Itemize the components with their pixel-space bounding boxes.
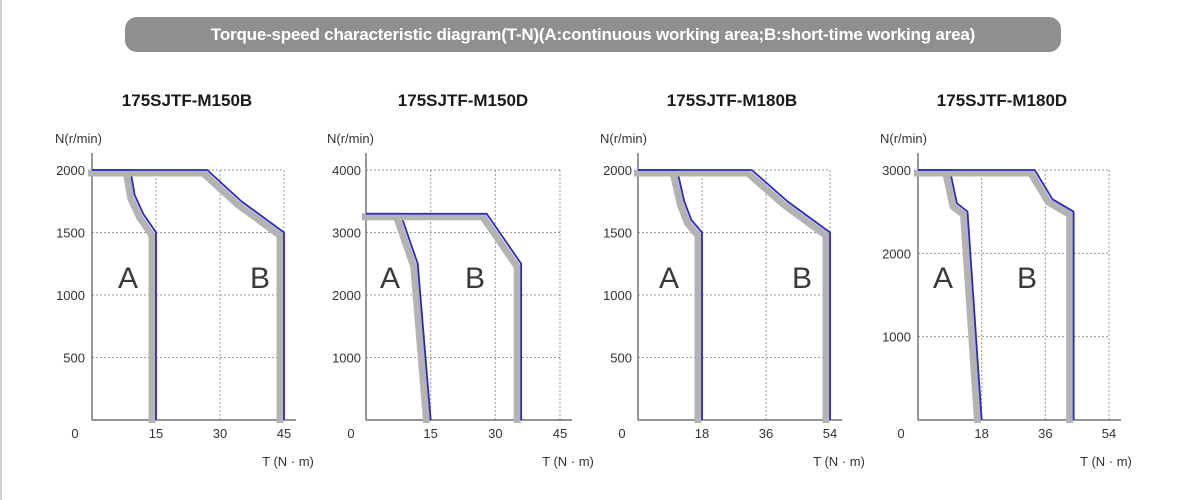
region-label-a: A	[659, 262, 679, 295]
x-tick-label: 45	[553, 426, 567, 441]
x-tick-label: 54	[1102, 426, 1116, 441]
region-label-a: A	[118, 262, 138, 295]
x-tick-label: 45	[277, 426, 291, 441]
region-label-b: B	[465, 262, 485, 295]
y-axis-label: N(r/min)	[880, 131, 927, 146]
series-shadow-short-time	[634, 169, 830, 423]
y-tick-label: 500	[63, 351, 85, 366]
x-axis-label: T (N · m)	[813, 454, 865, 469]
series-line-short-time	[638, 169, 831, 420]
x-tick-label: 36	[759, 426, 773, 441]
y-tick-label: 4000	[332, 163, 361, 178]
region-label-a: A	[380, 262, 400, 295]
y-tick-label: 1500	[603, 226, 632, 241]
region-label-b: B	[792, 262, 812, 295]
x-tick-label: 15	[149, 426, 163, 441]
x-tick-label: 0	[71, 426, 78, 441]
x-tick-label: 0	[897, 426, 904, 441]
y-axis-label: N(r/min)	[55, 131, 102, 146]
series-shadow-short-time	[362, 213, 521, 423]
left-edge-line	[0, 0, 2, 500]
x-axis-label: T (N · m)	[542, 454, 594, 469]
y-tick-label: 1000	[882, 330, 911, 345]
region-label-a: A	[933, 262, 953, 295]
banner-text: Torque-speed characteristic diagram(T-N)…	[210, 24, 976, 44]
x-tick-label: 18	[974, 426, 988, 441]
y-tick-label: 2000	[603, 163, 632, 178]
chart-title: 175SJTF-M180B	[667, 91, 797, 110]
y-tick-label: 1000	[332, 351, 361, 366]
series-shadow-short-time	[88, 169, 284, 423]
y-tick-label: 1500	[56, 226, 85, 241]
x-tick-label: 15	[423, 426, 437, 441]
y-tick-label: 1000	[56, 288, 85, 303]
y-tick-label: 2000	[56, 163, 85, 178]
x-tick-label: 30	[488, 426, 502, 441]
x-tick-label: 36	[1038, 426, 1052, 441]
x-axis-label: T (N · m)	[1080, 454, 1132, 469]
region-label-b: B	[250, 262, 270, 295]
y-axis-label: N(r/min)	[327, 131, 374, 146]
y-tick-label: 500	[610, 351, 632, 366]
series-shadow-continuous	[362, 213, 431, 424]
region-label-b: B	[1017, 262, 1037, 295]
y-tick-label: 2000	[332, 288, 361, 303]
series-line-short-time	[92, 169, 285, 420]
x-tick-label: 0	[618, 426, 625, 441]
chart-title: 175SJTF-M150D	[398, 91, 528, 110]
y-axis-label: N(r/min)	[600, 131, 647, 146]
y-tick-label: 3000	[332, 226, 361, 241]
chart-title: 175SJTF-M180D	[937, 91, 1067, 110]
series-shadow-continuous	[914, 169, 982, 424]
diagram-banner: Torque-speed characteristic diagram(T-N)…	[125, 17, 1061, 52]
chart-title: 175SJTF-M150B	[122, 91, 252, 110]
y-tick-label: 2000	[882, 246, 911, 261]
series-line-short-time	[366, 212, 523, 420]
series-shadow-short-time	[914, 169, 1074, 423]
x-tick-label: 30	[213, 426, 227, 441]
x-tick-label: 18	[695, 426, 709, 441]
x-tick-label: 54	[823, 426, 837, 441]
y-tick-label: 3000	[882, 163, 911, 178]
series-line-short-time	[918, 169, 1075, 420]
x-axis-label: T (N · m)	[262, 454, 314, 469]
x-tick-label: 0	[347, 426, 354, 441]
y-tick-label: 1000	[603, 288, 632, 303]
